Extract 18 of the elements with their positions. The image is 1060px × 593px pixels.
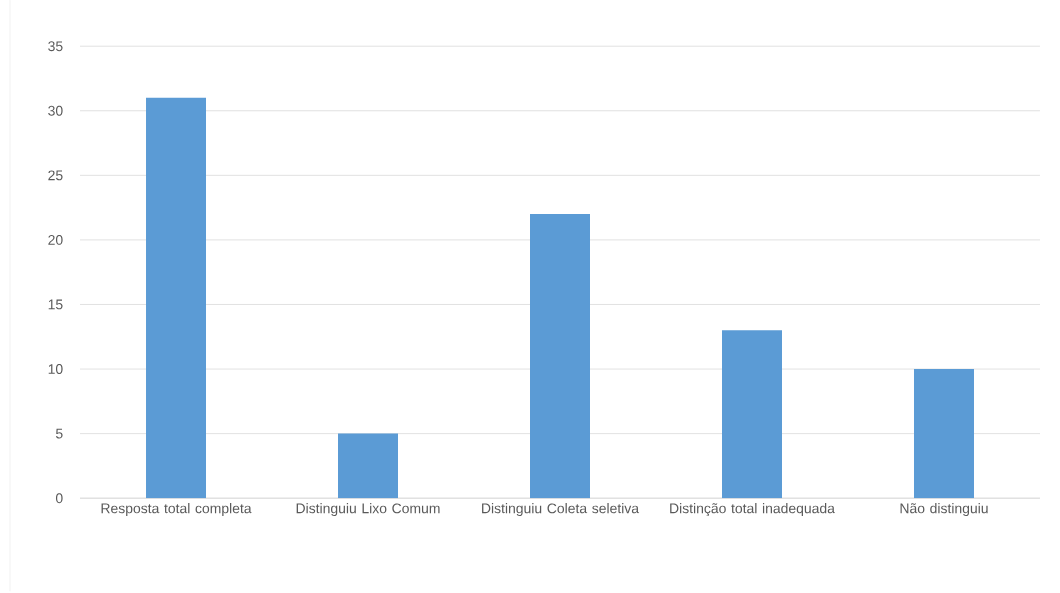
- bar: [722, 330, 782, 499]
- y-tick-label: 35: [48, 41, 63, 52]
- y-tick-label: 25: [48, 170, 63, 181]
- x-tick-label: Não distinguiu: [900, 502, 988, 516]
- y-tick-label: 20: [48, 234, 63, 245]
- y-tick-label: 15: [48, 299, 63, 310]
- bar: [914, 368, 974, 499]
- x-tick-label: Distinguiu Lixo Comum: [296, 502, 440, 516]
- y-tick-label: 30: [48, 105, 63, 116]
- y-tick-label: 0: [55, 493, 63, 504]
- bar: [338, 433, 399, 499]
- bar: [530, 213, 590, 499]
- x-tick-label: Resposta total completa: [101, 502, 252, 516]
- y-tick-label: 5: [55, 428, 63, 439]
- y-tick-label: 10: [48, 364, 63, 374]
- x-tick-label: Distinguiu Coleta seletiva: [482, 502, 640, 516]
- x-tick-label: Distinção total inadequada: [670, 502, 835, 516]
- bar: [146, 97, 207, 499]
